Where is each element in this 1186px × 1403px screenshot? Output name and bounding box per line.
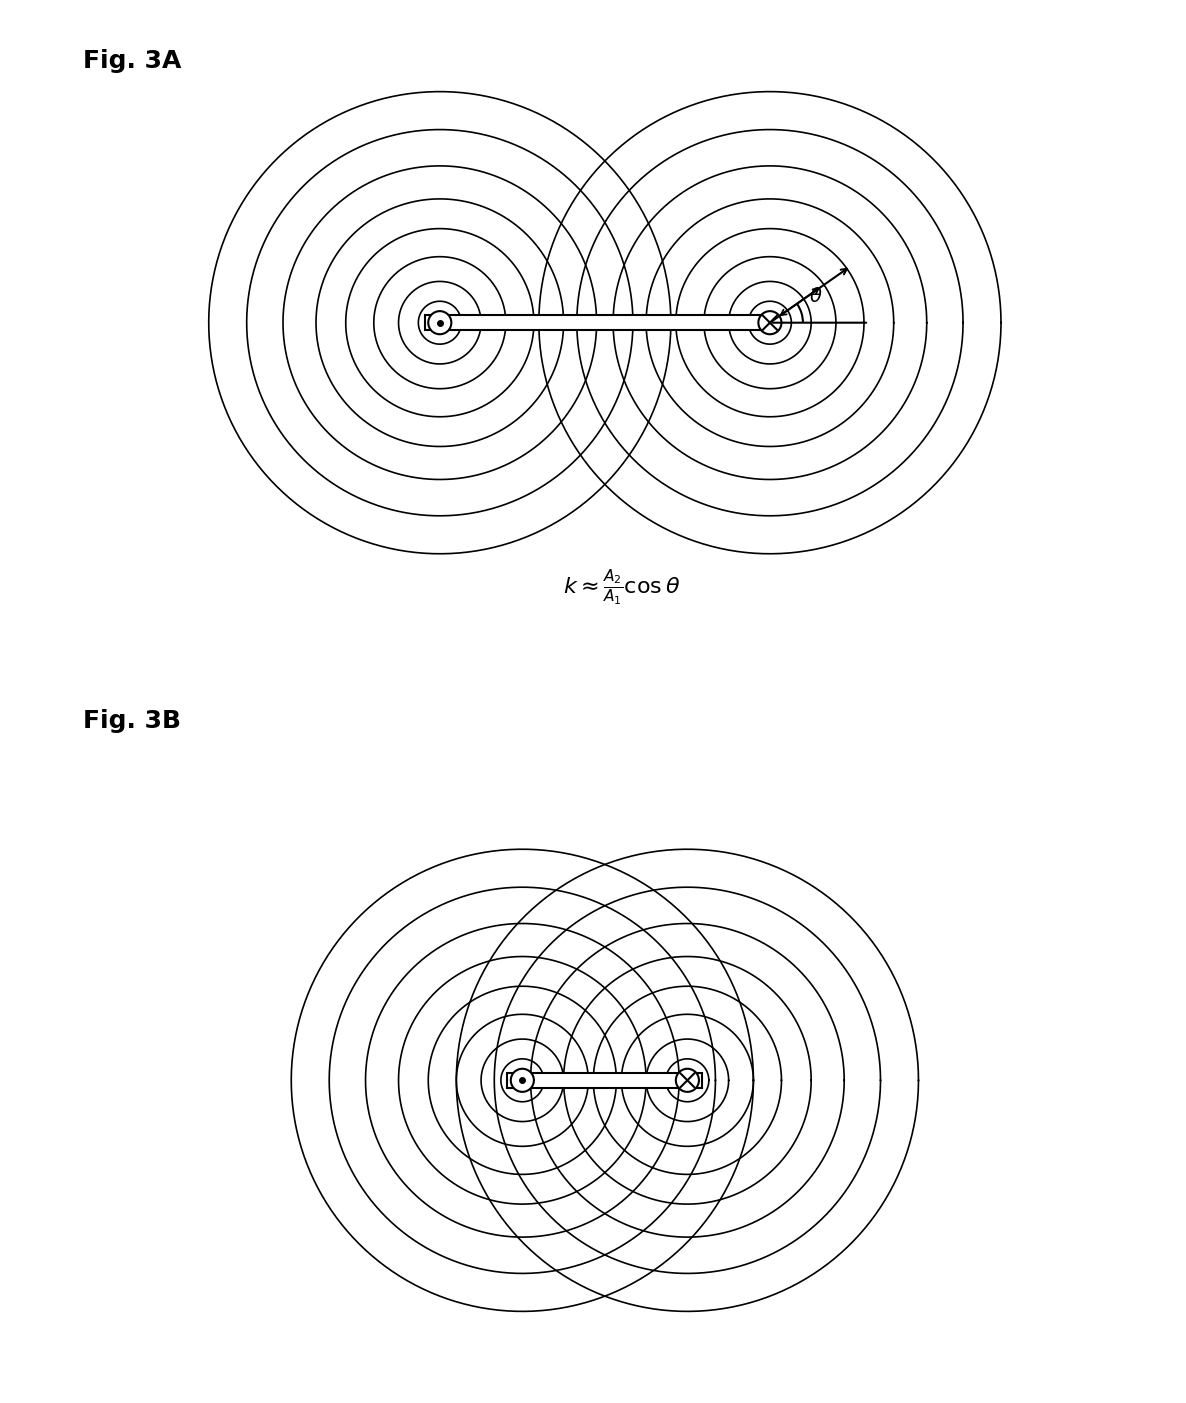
Text: Fig. 3A: Fig. 3A	[83, 49, 181, 73]
Text: Fig. 3B: Fig. 3B	[83, 709, 181, 732]
Circle shape	[676, 1069, 699, 1092]
Text: $k \approx \frac{A_2}{A_1} \cos\theta$: $k \approx \frac{A_2}{A_1} \cos\theta$	[562, 567, 680, 606]
Text: $\theta$: $\theta$	[809, 288, 823, 306]
Circle shape	[758, 311, 782, 334]
Circle shape	[511, 1069, 534, 1092]
Bar	[508, 1073, 702, 1087]
Bar	[425, 316, 770, 330]
Circle shape	[428, 311, 452, 334]
